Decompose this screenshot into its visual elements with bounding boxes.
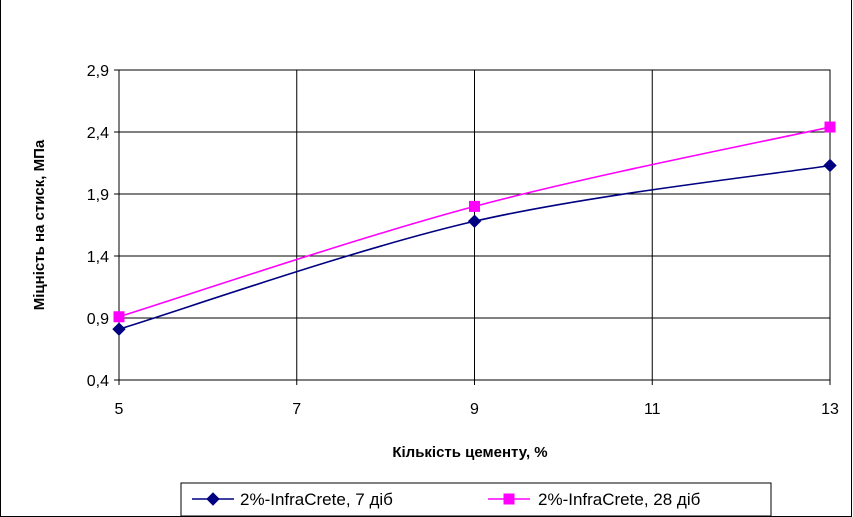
data-point-1: [824, 121, 836, 133]
legend-label-7-days: 2%-InfraCrete, 7 діб: [240, 490, 393, 509]
x-tick-label: 9: [470, 401, 479, 418]
x-tick-label: 5: [115, 401, 124, 418]
y-axis-title: Міцність на стиск, МПа: [31, 139, 48, 310]
y-tick-label: 0,9: [87, 311, 109, 328]
y-tick-label: 1,4: [87, 249, 109, 266]
y-tick-label: 0,4: [87, 373, 109, 390]
data-point-1: [113, 311, 125, 323]
data-point-0: [467, 214, 482, 228]
x-tick-label: 13: [821, 401, 839, 418]
legend-box: [180, 482, 772, 517]
legend-marker-7-days: [206, 492, 220, 506]
legend-marker-shape-1: [503, 493, 515, 505]
data-point-0: [112, 322, 126, 336]
legend-marker-shape-0: [206, 492, 220, 506]
x-tick-label: 7: [292, 401, 301, 418]
y-tick-label: 2,4: [87, 125, 109, 142]
y-tick-label: 1,9: [87, 187, 109, 204]
series-markers: [112, 121, 837, 336]
data-point-1: [469, 200, 480, 212]
legend-marker-28-days: [503, 493, 515, 505]
legend-label-28-days: 2%-InfraCrete, 28 діб: [538, 490, 701, 509]
y-tick-label: 2,9: [87, 63, 109, 80]
x-tick-label: 11: [644, 401, 661, 418]
legend: 2%-InfraCrete, 7 діб 2%-InfraCrete, 28 д…: [180, 482, 772, 517]
x-axis-title: Кількість цементу, %: [392, 444, 547, 461]
tick-labels: 0,4 0,9 1,4 1,9 2,4 2,9 5 7 9 11 13: [87, 63, 839, 418]
data-point-0: [823, 158, 837, 173]
